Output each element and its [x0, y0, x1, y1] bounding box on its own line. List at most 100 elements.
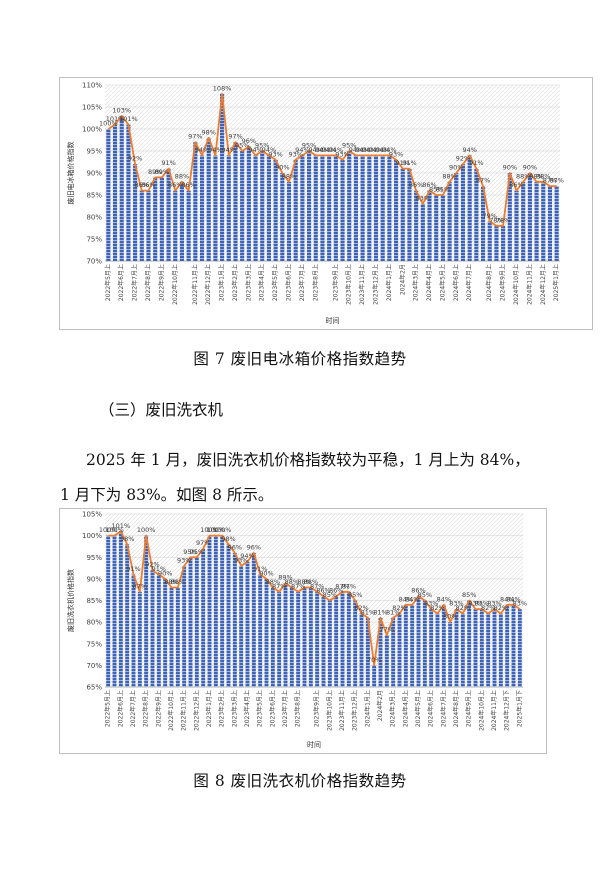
x-tick-label: 2023年3月上	[230, 690, 238, 727]
data-label: 100%	[99, 526, 118, 534]
bar	[407, 168, 412, 261]
bar	[260, 151, 265, 261]
data-label: 83%	[424, 600, 438, 608]
x-tick-label: 2025年1月下	[515, 690, 523, 727]
y-tick-label: 70%	[86, 258, 102, 266]
data-label: 93%	[335, 150, 349, 158]
data-label: 88%	[171, 578, 185, 586]
bar	[547, 186, 553, 261]
bar	[307, 151, 312, 261]
data-label: 92%	[145, 561, 159, 569]
bar	[273, 159, 278, 261]
bar	[460, 613, 465, 687]
bar	[153, 177, 158, 261]
data-label: 86%	[409, 181, 423, 189]
bar	[514, 190, 519, 261]
data-label: 94%	[295, 146, 309, 154]
x-tick-label: 2022年9月上	[157, 264, 165, 301]
bar	[327, 600, 332, 687]
bar	[480, 186, 486, 261]
bar	[494, 225, 499, 261]
bar	[474, 168, 479, 261]
data-label: 86%	[411, 587, 425, 595]
bar	[460, 164, 466, 261]
bar	[240, 151, 245, 261]
data-label: 89%	[278, 574, 292, 582]
data-label: 88%	[282, 172, 296, 180]
bar	[277, 591, 282, 687]
data-label: 96%	[242, 137, 256, 145]
bar	[347, 151, 352, 261]
data-label: 82%	[430, 604, 444, 612]
y-axis-label: 废旧电冰箱价格指数	[66, 142, 75, 205]
data-label: 80%	[443, 613, 457, 621]
bar	[447, 181, 452, 261]
bar	[175, 587, 180, 687]
x-tick-label: 2024年7月上	[439, 690, 447, 727]
x-tick-label: 2022年7月上	[131, 264, 139, 301]
bar	[199, 155, 205, 261]
bar	[207, 535, 212, 687]
y-tick-label: 70%	[86, 662, 102, 670]
x-tick-label: 2024年1月上	[363, 690, 371, 727]
data-label: 87%	[476, 177, 490, 185]
data-label: 96%	[228, 543, 242, 551]
y-tick-label: 65%	[86, 684, 102, 692]
data-label: 88%	[297, 578, 311, 586]
x-tick-label: 2024年4月上	[425, 264, 433, 301]
bar	[410, 604, 415, 687]
bar	[334, 596, 339, 687]
x-tick-label: 2023年12月上	[351, 690, 359, 731]
bar	[289, 587, 294, 687]
paragraph-line-1: 2025 年 1 月，废旧洗衣机价格指数较为平稳，1 月上为 84%，	[86, 451, 530, 469]
x-tick-label: 2023年9月上	[313, 690, 321, 727]
x-tick-label: 2024年1月上	[385, 264, 393, 301]
x-tick-label: 2022年11月上	[180, 690, 188, 731]
bar	[246, 146, 251, 261]
bar	[473, 609, 478, 687]
bar	[315, 591, 320, 687]
data-label: 86%	[422, 181, 436, 189]
bar	[367, 155, 372, 261]
data-label: 86%	[135, 181, 149, 189]
bar	[521, 181, 526, 261]
x-tick-label: 2024年4月上	[401, 690, 409, 727]
bar	[517, 609, 522, 687]
data-label: 85%	[418, 591, 432, 599]
bar	[360, 155, 365, 261]
figure7-chart: 70% 75% 80% 85% 90% 95% 100% 105% 110% 废旧电冰箱价格指数 1…	[59, 77, 593, 330]
x-tick-label: 2024年5月上	[414, 690, 422, 727]
data-label: 94%	[349, 146, 363, 154]
bar	[213, 155, 218, 261]
bar	[554, 186, 559, 261]
bar	[213, 535, 218, 687]
bar	[253, 155, 258, 261]
data-label: 94%	[362, 146, 376, 154]
bar	[206, 137, 211, 261]
x-tick-label: 2023年5月上	[256, 690, 264, 727]
bar	[427, 190, 432, 261]
data-label: 94%	[248, 146, 262, 154]
data-label: 94%	[462, 146, 476, 154]
data-label: 95%	[190, 548, 204, 556]
x-tick-label: 2023年4月上	[243, 690, 251, 727]
x-tick-label: 2024年7月上	[465, 264, 473, 301]
x-axis-label: 时间	[326, 316, 340, 325]
data-label: 84%	[500, 595, 514, 603]
bar	[179, 181, 185, 261]
y-tick-label: 85%	[86, 597, 102, 605]
data-label: 100%	[105, 526, 124, 534]
x-tick-label: 2024年9月上	[499, 264, 507, 301]
data-label: 86%	[181, 181, 195, 189]
data-label: 90%	[523, 164, 537, 172]
data-label: 94%	[382, 146, 396, 154]
x-tick-label: 2022年5月上	[104, 690, 112, 727]
data-label: 92%	[128, 155, 142, 163]
bar	[106, 535, 111, 687]
y-tick-label: 110%	[82, 82, 102, 90]
bar	[300, 155, 305, 261]
bar	[264, 578, 269, 687]
data-label: 91%	[161, 159, 175, 167]
x-tick-label: 2024年8月上	[452, 690, 460, 727]
bar	[435, 613, 440, 687]
